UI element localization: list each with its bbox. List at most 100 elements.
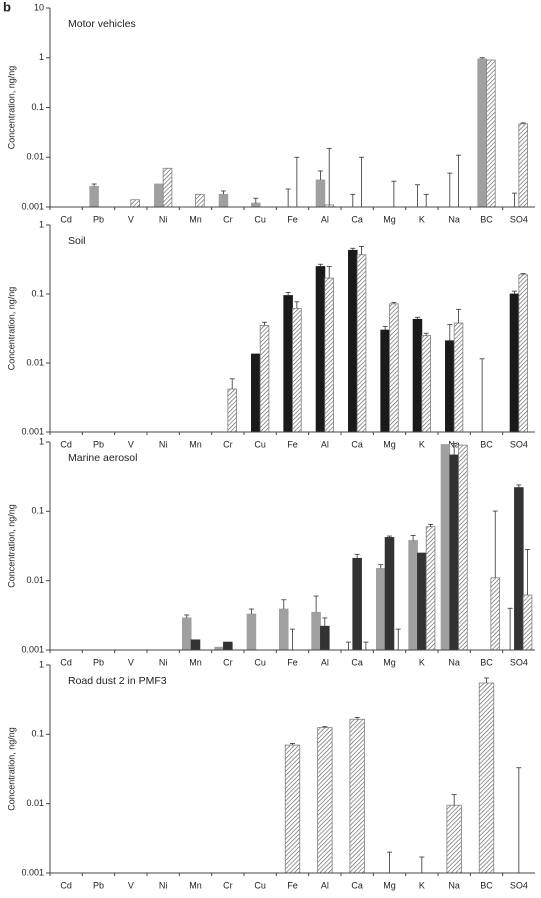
bar	[486, 59, 496, 207]
y-tick-label: 0.1	[31, 102, 44, 112]
x-tick-label: Ni	[159, 880, 168, 890]
bar	[412, 318, 423, 432]
x-tick-label: Cd	[60, 439, 72, 449]
bar	[514, 487, 524, 650]
bar	[376, 568, 386, 650]
x-tick-label: Cu	[254, 439, 266, 449]
y-tick-label: 0.001	[21, 867, 44, 877]
x-tick-label: Pb	[93, 880, 104, 890]
bar	[478, 682, 495, 873]
y-tick-label: 0.01	[26, 152, 44, 162]
bar	[380, 329, 390, 432]
y-axis-label: Concentration, ng/ng	[6, 504, 16, 588]
x-tick-label: Pb	[93, 439, 104, 449]
y-axis-label: Concentration, ng/ng	[6, 287, 16, 371]
x-tick-label: Mn	[189, 214, 202, 224]
x-tick-label: Cr	[223, 657, 233, 667]
x-tick-label: Mg	[383, 880, 396, 890]
y-tick-label: 0.001	[21, 426, 44, 436]
x-tick-label: Ni	[159, 214, 168, 224]
x-tick-label: Ca	[351, 880, 363, 890]
x-tick-label: SO4	[510, 439, 528, 449]
y-tick-label: 1	[39, 219, 44, 229]
x-tick-label: Pb	[93, 657, 104, 667]
panel-title: Motor vehicles	[68, 18, 136, 30]
y-axis-label: Concentration, ng/ng	[6, 727, 16, 811]
x-tick-label: K	[419, 214, 425, 224]
x-tick-label: Cd	[60, 657, 72, 667]
bar	[417, 552, 427, 650]
bar	[518, 274, 528, 432]
y-tick-label: 0.01	[26, 798, 44, 808]
x-tick-label: Na	[448, 880, 460, 890]
x-tick-label: V	[128, 657, 134, 667]
bar	[518, 123, 528, 207]
bar	[490, 577, 500, 650]
x-tick-label: V	[128, 214, 134, 224]
bar	[315, 179, 326, 207]
x-tick-label: K	[419, 439, 425, 449]
bar	[227, 388, 237, 432]
x-tick-label: Cr	[223, 439, 233, 449]
y-tick-label: 0.01	[26, 575, 44, 585]
x-tick-label: Ca	[351, 657, 363, 667]
bar	[352, 557, 362, 650]
x-tick-label: Ni	[159, 657, 168, 667]
x-tick-label: Cu	[254, 657, 266, 667]
bar	[522, 594, 533, 650]
bar	[458, 444, 468, 650]
bar	[509, 293, 520, 432]
y-tick-label: 1	[39, 436, 44, 446]
bar	[348, 249, 358, 432]
bar	[320, 625, 330, 650]
x-tick-label: Cd	[60, 880, 72, 890]
x-tick-label: Fe	[287, 657, 298, 667]
x-tick-label: V	[128, 880, 134, 890]
x-tick-label: Cu	[254, 214, 266, 224]
bar	[421, 335, 431, 432]
x-tick-label: Ca	[351, 214, 363, 224]
x-tick-label: Al	[321, 214, 329, 224]
bar	[162, 167, 173, 207]
bar	[279, 608, 289, 650]
x-tick-label: Pb	[93, 214, 104, 224]
bar	[283, 295, 293, 432]
x-tick-label: K	[419, 880, 425, 890]
bar	[218, 193, 229, 207]
x-tick-label: Mn	[189, 657, 202, 667]
bar	[195, 193, 205, 207]
bar	[251, 353, 261, 432]
x-tick-label: Ca	[351, 439, 363, 449]
bar	[190, 639, 201, 650]
bar	[315, 266, 326, 432]
x-tick-label: Mn	[189, 880, 202, 890]
y-tick-label: 0.1	[31, 729, 44, 739]
x-tick-label: Fe	[287, 214, 298, 224]
y-tick-label: 10	[34, 2, 44, 12]
bar	[259, 325, 270, 432]
x-tick-label: Mg	[383, 657, 396, 667]
bar	[446, 804, 462, 873]
x-tick-label: BC	[480, 657, 493, 667]
x-tick-label: Fe	[287, 880, 298, 890]
x-tick-label: Al	[321, 657, 329, 667]
x-tick-label: Fe	[287, 439, 298, 449]
x-tick-label: Mn	[189, 439, 202, 449]
panel-title: Marine aerosol	[68, 452, 137, 464]
plot-area	[89, 57, 528, 207]
bar	[251, 202, 261, 207]
y-tick-label: 1	[39, 52, 44, 62]
x-tick-label: BC	[480, 880, 493, 890]
y-tick-label: 0.1	[31, 288, 44, 298]
x-tick-label: Cu	[254, 880, 266, 890]
x-tick-label: SO4	[510, 880, 528, 890]
bar	[453, 322, 464, 432]
bar	[389, 303, 399, 432]
x-tick-label: SO4	[510, 657, 528, 667]
bar	[425, 526, 436, 650]
bar	[477, 58, 487, 207]
x-tick-label: Na	[448, 214, 460, 224]
x-tick-label: Al	[321, 439, 329, 449]
bar	[182, 617, 192, 650]
x-tick-label: SO4	[510, 214, 528, 224]
